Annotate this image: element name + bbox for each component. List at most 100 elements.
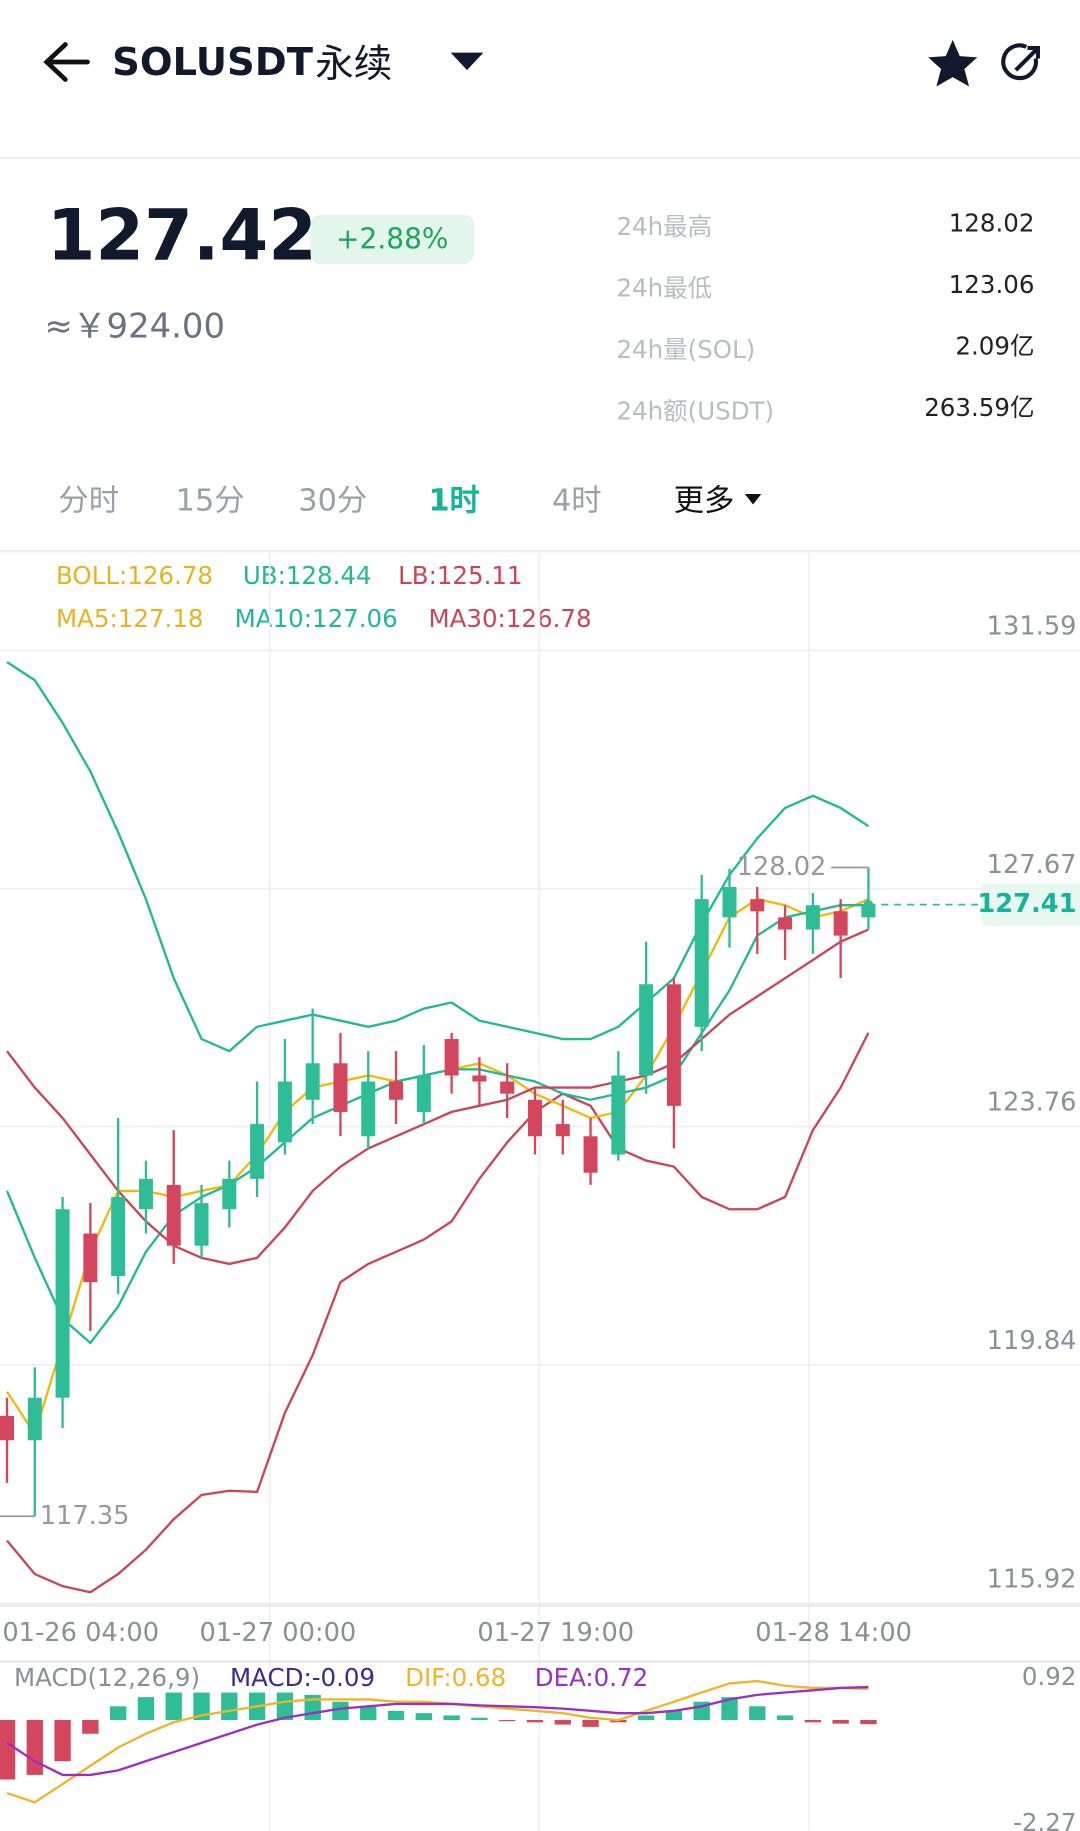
macd-bar xyxy=(0,1720,16,1780)
candle-body xyxy=(750,899,765,912)
candle-body xyxy=(416,1075,431,1112)
y-tick-label: 131.59 xyxy=(987,612,1077,642)
candle-body xyxy=(389,1081,404,1100)
ma5-label: MA5:127.18 xyxy=(56,604,203,633)
indicator-line xyxy=(5,904,869,1345)
interval-tab[interactable]: 分时 xyxy=(58,484,119,519)
macd-bar xyxy=(665,1710,683,1721)
macd-label: DEA:0.72 xyxy=(535,1663,648,1692)
ma10-label: MA10:127.06 xyxy=(235,604,398,633)
share-icon xyxy=(1001,43,1038,81)
y-tick-label: 127.67 xyxy=(987,850,1077,880)
candle-body xyxy=(333,1063,348,1112)
macd-bar xyxy=(276,1692,294,1721)
macd-bar xyxy=(860,1720,877,1725)
last-price-dot xyxy=(863,899,874,910)
candle-body xyxy=(166,1184,181,1246)
candle-body xyxy=(833,911,848,936)
candle-body xyxy=(194,1203,209,1246)
macd-bar xyxy=(554,1720,571,1725)
candle-body xyxy=(138,1178,153,1210)
candle-body xyxy=(527,1099,542,1137)
candle-body xyxy=(555,1124,570,1137)
ub-label: UB:128.44 xyxy=(243,561,372,590)
macd-bar xyxy=(804,1720,822,1723)
macd-bar xyxy=(82,1720,99,1734)
macd-bar xyxy=(332,1701,349,1721)
last-price-tag xyxy=(980,883,1080,926)
x-tick-label: 01-28 14:00 xyxy=(755,1618,912,1648)
stat-label: 24h量(SOL) xyxy=(616,335,755,364)
candle-body xyxy=(27,1397,42,1441)
candle-body xyxy=(722,886,737,918)
last-price: 127.42 xyxy=(47,195,317,277)
y-tick-label: 123.76 xyxy=(987,1088,1077,1118)
candle-body xyxy=(111,1197,126,1277)
macd-title: MACD(12,26,9) xyxy=(14,1663,200,1692)
candle-body xyxy=(83,1233,98,1283)
macd-bar xyxy=(221,1692,238,1721)
macd-bar xyxy=(721,1697,738,1721)
macd-bar xyxy=(193,1692,210,1721)
y-tick-label: 0.92 xyxy=(1022,1662,1077,1691)
candle-body xyxy=(861,904,876,918)
favorite-star[interactable] xyxy=(928,39,978,87)
candle-body xyxy=(361,1081,376,1137)
stat-value: 2.09亿 xyxy=(955,331,1034,360)
candle-body xyxy=(222,1178,237,1210)
last-price-label: 127.41 xyxy=(977,889,1076,919)
macd-bar xyxy=(26,1720,43,1775)
candlestick-chart: 115.92 119.84 123.76 127.67 131.59 01-26 04:0… xyxy=(0,551,1080,1831)
macd-bar xyxy=(387,1710,405,1721)
x-tick-label: 01-27 19:00 xyxy=(477,1618,634,1648)
change-percent: +2.88% xyxy=(336,223,448,256)
interval-tab[interactable]: 30分 xyxy=(298,484,367,519)
min-label: 117.35 xyxy=(40,1501,130,1531)
y-tick-label: 119.84 xyxy=(987,1326,1077,1356)
symbol-dropdown[interactable] xyxy=(450,52,484,71)
back-button[interactable] xyxy=(43,42,90,82)
stat-label: 24h最低 xyxy=(616,273,712,302)
stat-value: 128.02 xyxy=(949,208,1035,237)
candle-body xyxy=(55,1209,70,1398)
ma30-label: MA30:126.78 xyxy=(428,604,591,633)
more-dropdown[interactable] xyxy=(744,494,762,505)
back-icon xyxy=(43,42,90,82)
macd-bar xyxy=(415,1713,432,1721)
interval-tab[interactable]: 1时 xyxy=(428,484,479,519)
y-tick-label: -2.27 xyxy=(1013,1808,1076,1831)
macd-bar xyxy=(360,1706,377,1721)
candle-body xyxy=(778,917,793,930)
macd-label: DIF:0.68 xyxy=(405,1663,506,1692)
macd-bar xyxy=(832,1720,849,1724)
macd-bar xyxy=(54,1720,71,1762)
indicator-line xyxy=(6,661,870,1053)
macd-line xyxy=(6,1685,869,1777)
candle-body xyxy=(694,899,709,1027)
macd-bar xyxy=(109,1706,127,1721)
share-arrow xyxy=(1014,45,1041,72)
contract-type[interactable]: 永续 xyxy=(315,42,392,87)
boll-label: BOLL:126.78 xyxy=(56,561,213,590)
interval-tab[interactable]: 更多 xyxy=(674,484,735,519)
macd-label: MACD:-0.09 xyxy=(230,1663,375,1692)
stats: 24h最高 128.02 24h最低 123.06 24h量(SOL) 2.09亿 24h额… xyxy=(616,208,1034,425)
candle-body xyxy=(805,905,820,930)
candle-body xyxy=(639,984,654,1076)
y-tick-label: 115.92 xyxy=(987,1564,1077,1594)
macd-bar xyxy=(749,1706,766,1721)
macd-bar xyxy=(582,1720,599,1727)
interval-tabs: 分时 15分 30分 1时 4时 更多 xyxy=(58,484,734,519)
candle-body xyxy=(500,1081,515,1094)
candle-body xyxy=(0,1415,15,1441)
stat-value: 263.59亿 xyxy=(924,393,1034,422)
macd-bar xyxy=(776,1715,794,1721)
interval-tab[interactable]: 15分 xyxy=(176,484,245,519)
share-button[interactable] xyxy=(1001,43,1041,81)
indicator-line xyxy=(6,1032,870,1594)
stat-value: 123.06 xyxy=(949,270,1035,299)
max-label: 128.02 xyxy=(737,852,827,882)
macd-bar xyxy=(526,1720,544,1723)
interval-tab[interactable]: 4时 xyxy=(552,484,602,519)
